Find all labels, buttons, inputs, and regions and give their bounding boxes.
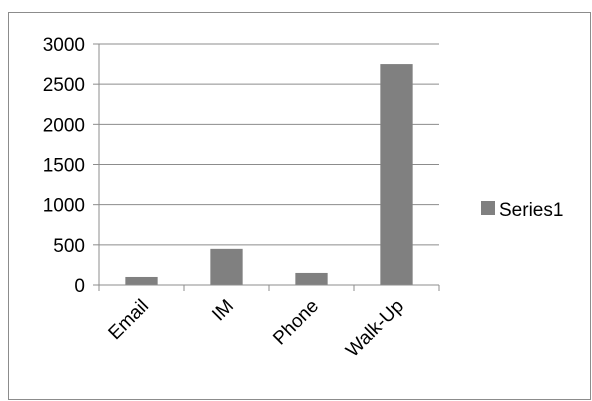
x-category-label-phone: Phone <box>269 296 323 350</box>
legend-swatch <box>481 201 495 215</box>
y-tick-label-1500: 1500 <box>43 156 85 177</box>
x-category-label-email: Email <box>105 296 153 344</box>
legend-label-series1: Series1 <box>499 200 563 221</box>
x-category-label-im: IM <box>208 296 238 326</box>
y-tick-label-1000: 1000 <box>43 196 85 217</box>
y-tick-label-500: 500 <box>53 236 85 257</box>
bars <box>125 64 413 285</box>
axes <box>98 44 440 291</box>
y-tick-label-2500: 2500 <box>43 75 85 96</box>
y-axis-tick-labels: 0 500 1000 1500 2000 2500 3000 <box>43 35 85 297</box>
category-labels: Email IM Phone Walk-Up <box>105 296 408 362</box>
bar-phone <box>295 272 328 285</box>
y-tick-label-3000: 3000 <box>43 35 85 56</box>
bar-email <box>125 276 158 285</box>
bar-im <box>210 248 243 285</box>
y-tick-label-0: 0 <box>74 276 85 297</box>
x-category-label-walk-up: Walk-Up <box>342 296 408 362</box>
legend: Series1 <box>481 200 563 221</box>
bar-walk-up <box>380 64 413 285</box>
y-tick-label-2000: 2000 <box>43 115 85 136</box>
